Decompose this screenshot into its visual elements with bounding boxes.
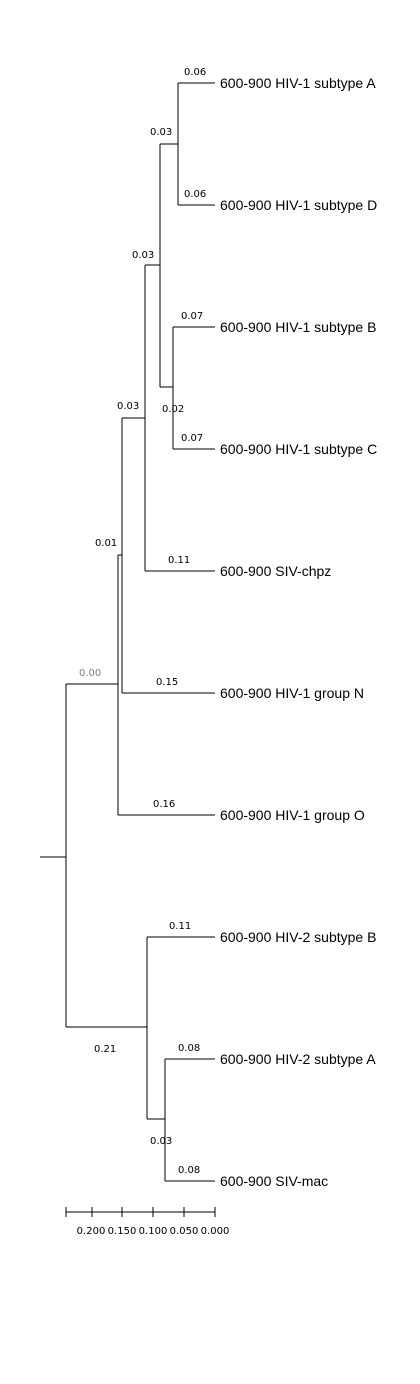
taxon-label: 600-900 HIV-1 subtype D — [220, 197, 377, 213]
taxon-label: 600-900 SIV-chpz — [220, 563, 331, 579]
branch-length-label: 0.03 — [117, 401, 139, 412]
taxon-label: 600-900 HIV-1 subtype C — [220, 441, 377, 457]
branch-length-label: 0.01 — [95, 538, 117, 549]
branch-length-label: 0.11 — [169, 921, 191, 932]
scale-tick-label: 0.150 — [108, 1226, 137, 1237]
branch-length-label: 0.06 — [184, 189, 206, 200]
taxon-label: 600-900 SIV-mac — [220, 1173, 328, 1189]
branch-length-label: 0.06 — [184, 67, 206, 78]
branch-length-label: 0.15 — [156, 677, 178, 688]
branch-length-label: 0.07 — [181, 311, 203, 322]
scale-tick-label: 0.050 — [170, 1226, 199, 1237]
taxon-label: 600-900 HIV-2 subtype B — [220, 929, 376, 945]
scale-tick-label: 0.000 — [201, 1226, 230, 1237]
branch-length-label: 0.03 — [150, 1136, 172, 1147]
taxon-label: 600-900 HIV-1 subtype B — [220, 319, 376, 335]
scale-tick-label: 0.200 — [77, 1226, 106, 1237]
branch-length-label: 0.03 — [150, 127, 172, 138]
taxon-label: 600-900 HIV-1 group O — [220, 807, 365, 823]
branch-length-label: 0.08 — [178, 1043, 200, 1054]
branch-length-label: 0.21 — [94, 1044, 116, 1055]
scale-tick-label: 0.100 — [139, 1226, 168, 1237]
branch-length-label: 0.11 — [168, 555, 190, 566]
branch-length-label: 0.03 — [132, 250, 154, 261]
taxon-label: 600-900 HIV-1 subtype A — [220, 75, 376, 91]
branch-length-label: 0.02 — [162, 404, 184, 415]
scale-bar: 0.200 0.150 0.100 0.050 0.000 — [65, 1207, 230, 1237]
taxon-label: 600-900 HIV-1 group N — [220, 685, 364, 701]
branch-length-label: 0.08 — [178, 1165, 200, 1176]
branch-length-label: 0.00 — [79, 668, 101, 679]
branch-length-label: 0.07 — [181, 433, 203, 444]
branch-length-label: 0.16 — [153, 799, 175, 810]
taxon-label: 600-900 HIV-2 subtype A — [220, 1051, 376, 1067]
